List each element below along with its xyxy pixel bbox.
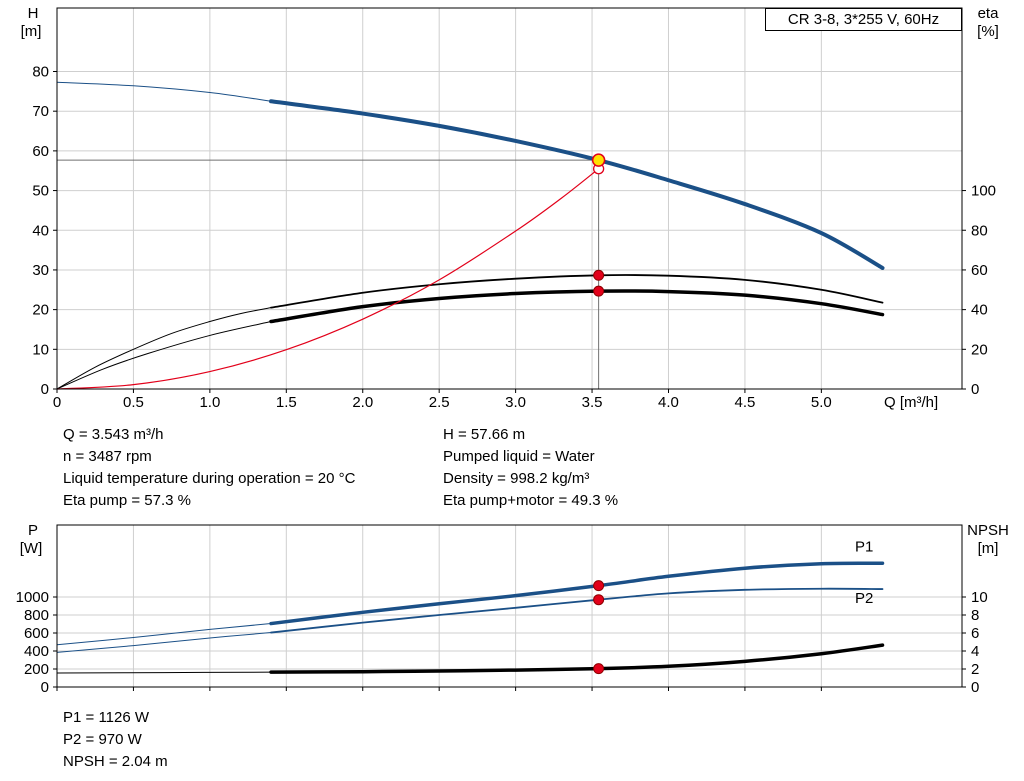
info-eta-pump: Eta pump = 57.3 % bbox=[63, 492, 191, 509]
plot-frame bbox=[56, 524, 963, 688]
info-head: H = 57.66 m bbox=[443, 426, 526, 443]
left-tick-label: 20 bbox=[32, 302, 49, 319]
right-tick-label: 80 bbox=[971, 222, 988, 239]
duty-guide-lines bbox=[57, 159, 600, 389]
x-tick-label: 4.0 bbox=[658, 394, 679, 411]
info-liquid-temperature: Liquid temperature during operation = 20… bbox=[63, 470, 356, 487]
tick-marks bbox=[53, 596, 966, 691]
npsh-duty-marker bbox=[593, 663, 605, 675]
power-info: P1 = 1126 W P2 = 970 W NPSH = 2.04 m bbox=[63, 707, 168, 773]
x-tick-label: 5.0 bbox=[811, 394, 832, 411]
left-tick-label: 0 bbox=[41, 381, 49, 398]
x-tick-label: 1.0 bbox=[199, 394, 220, 411]
right-tick-label: 0 bbox=[971, 679, 979, 696]
left-tick-label: 70 bbox=[32, 103, 49, 120]
series-label-p1: P1 bbox=[855, 539, 873, 556]
left-tick-label: 40 bbox=[32, 222, 49, 239]
info-pumped-liquid: Pumped liquid = Water bbox=[443, 448, 595, 465]
left-tick-label: 50 bbox=[32, 183, 49, 200]
right-axis-unit: [m] bbox=[978, 540, 999, 557]
gridlines bbox=[57, 525, 962, 687]
curve-eta-pump-lead-in bbox=[56, 307, 272, 390]
x-tick-label: 2.0 bbox=[352, 394, 373, 411]
curve-system-curve bbox=[56, 168, 600, 390]
right-axis-title: NPSH bbox=[967, 522, 1009, 539]
x-axis-title: Q [m³/h] bbox=[884, 394, 938, 411]
left-axis-title: H bbox=[28, 5, 39, 22]
left-axis-unit: [W] bbox=[20, 540, 43, 557]
curve-eta-pump-motor-lead-in bbox=[56, 321, 272, 390]
x-tick-label: 2.5 bbox=[429, 394, 450, 411]
info-p1: P1 = 1126 W bbox=[63, 709, 150, 726]
series-label-p2: P2 bbox=[855, 590, 873, 607]
right-tick-label: 20 bbox=[971, 341, 988, 358]
tick-marks bbox=[53, 71, 966, 393]
curve-h-lead-in bbox=[56, 81, 272, 102]
info-npsh: NPSH = 2.04 m bbox=[63, 753, 168, 770]
x-tick-label: 4.5 bbox=[734, 394, 755, 411]
left-axis-title: P bbox=[28, 522, 38, 539]
left-tick-label: 80 bbox=[32, 64, 49, 81]
right-tick-label: 6 bbox=[971, 625, 979, 642]
x-tick-label: 3.0 bbox=[505, 394, 526, 411]
p1-duty-marker bbox=[593, 580, 605, 592]
info-eta-pump-motor: Eta pump+motor = 49.3 % bbox=[443, 492, 619, 509]
eta-pump-motor-duty-marker bbox=[593, 285, 605, 297]
left-tick-label: 30 bbox=[32, 262, 49, 279]
x-tick-label: 3.5 bbox=[582, 394, 603, 411]
left-tick-label: 200 bbox=[24, 661, 49, 678]
x-tick-label: 0.5 bbox=[123, 394, 144, 411]
eta-pump-duty-marker bbox=[593, 269, 605, 281]
hq-eta-chart: 0 0.5 1.0 1.5 2.0 2.5 3.0 3.5 4.0 4.5 5.0 0 10 20 30 40… bbox=[21, 5, 1000, 411]
left-axis-unit: [m] bbox=[21, 23, 42, 40]
right-tick-label: 8 bbox=[971, 607, 979, 624]
right-tick-label: 40 bbox=[971, 302, 988, 319]
curve-p2-lead-in bbox=[56, 632, 272, 653]
right-tick-label: 0 bbox=[971, 381, 979, 398]
plot-frame bbox=[56, 7, 963, 390]
left-tick-label: 400 bbox=[24, 643, 49, 660]
right-axis-title: eta bbox=[978, 5, 1000, 22]
left-tick-label: 10 bbox=[32, 341, 49, 358]
right-axis-unit: [%] bbox=[977, 23, 999, 40]
right-tick-label: 100 bbox=[971, 183, 996, 200]
left-tick-label: 800 bbox=[24, 607, 49, 624]
left-tick-label: 600 bbox=[24, 625, 49, 642]
duty-info-left: Q = 3.543 m³/h n = 3487 rpm Liquid tempe… bbox=[63, 424, 355, 512]
duty-point-marker bbox=[591, 153, 606, 167]
info-flow: Q = 3.543 m³/h bbox=[63, 426, 164, 443]
info-density: Density = 998.2 kg/m³ bbox=[443, 470, 590, 487]
info-p2: P2 = 970 W bbox=[63, 731, 142, 748]
duty-info-right: H = 57.66 m Pumped liquid = Water Densit… bbox=[443, 424, 618, 512]
left-tick-label: 60 bbox=[32, 143, 49, 160]
p2-duty-marker bbox=[593, 594, 605, 606]
x-tick-label: 0 bbox=[53, 394, 61, 411]
info-speed: n = 3487 rpm bbox=[63, 448, 152, 465]
right-tick-label: 4 bbox=[971, 643, 979, 660]
gridlines bbox=[57, 8, 962, 389]
right-tick-label: 60 bbox=[971, 262, 988, 279]
curve-p1-lead-in bbox=[56, 623, 272, 646]
left-tick-label: 0 bbox=[41, 679, 49, 696]
curve-npsh-lead-in bbox=[56, 671, 272, 674]
right-tick-label: 10 bbox=[971, 589, 988, 606]
x-tick-label: 1.5 bbox=[276, 394, 297, 411]
right-tick-label: 2 bbox=[971, 661, 979, 678]
left-tick-label: 1000 bbox=[16, 589, 49, 606]
pump-title-box: CR 3-8, 3*255 V, 60Hz bbox=[765, 8, 962, 31]
